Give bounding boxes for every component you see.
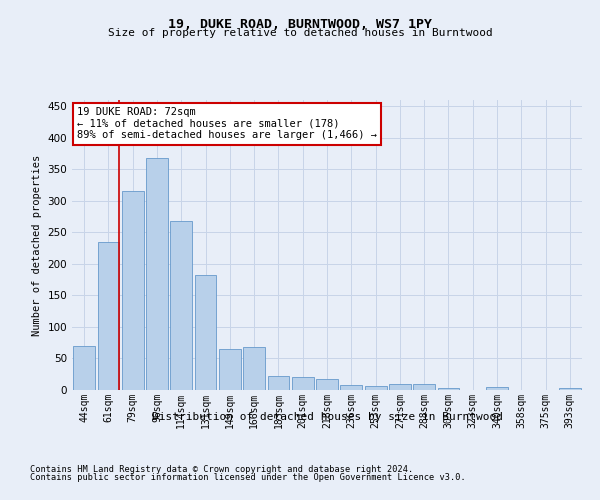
Bar — [146, 158, 168, 390]
Bar — [340, 385, 362, 390]
Text: 19 DUKE ROAD: 72sqm
← 11% of detached houses are smaller (178)
89% of semi-detac: 19 DUKE ROAD: 72sqm ← 11% of detached ho… — [77, 108, 377, 140]
Bar — [194, 274, 217, 390]
Text: Size of property relative to detached houses in Burntwood: Size of property relative to detached ho… — [107, 28, 493, 38]
Bar — [437, 388, 460, 390]
Bar — [170, 221, 192, 390]
Bar — [316, 380, 338, 390]
Y-axis label: Number of detached properties: Number of detached properties — [32, 154, 42, 336]
Bar — [243, 347, 265, 390]
Bar — [97, 242, 119, 390]
Bar — [389, 384, 411, 390]
Bar — [73, 346, 95, 390]
Bar — [122, 192, 143, 390]
Text: 19, DUKE ROAD, BURNTWOOD, WS7 1PY: 19, DUKE ROAD, BURNTWOOD, WS7 1PY — [168, 18, 432, 30]
Text: Distribution of detached houses by size in Burntwood: Distribution of detached houses by size … — [151, 412, 503, 422]
Bar — [268, 376, 289, 390]
Bar — [413, 384, 435, 390]
Bar — [559, 388, 581, 390]
Bar — [292, 378, 314, 390]
Bar — [219, 349, 241, 390]
Text: Contains public sector information licensed under the Open Government Licence v3: Contains public sector information licen… — [30, 472, 466, 482]
Text: Contains HM Land Registry data © Crown copyright and database right 2024.: Contains HM Land Registry data © Crown c… — [30, 465, 413, 474]
Bar — [486, 388, 508, 390]
Bar — [365, 386, 386, 390]
